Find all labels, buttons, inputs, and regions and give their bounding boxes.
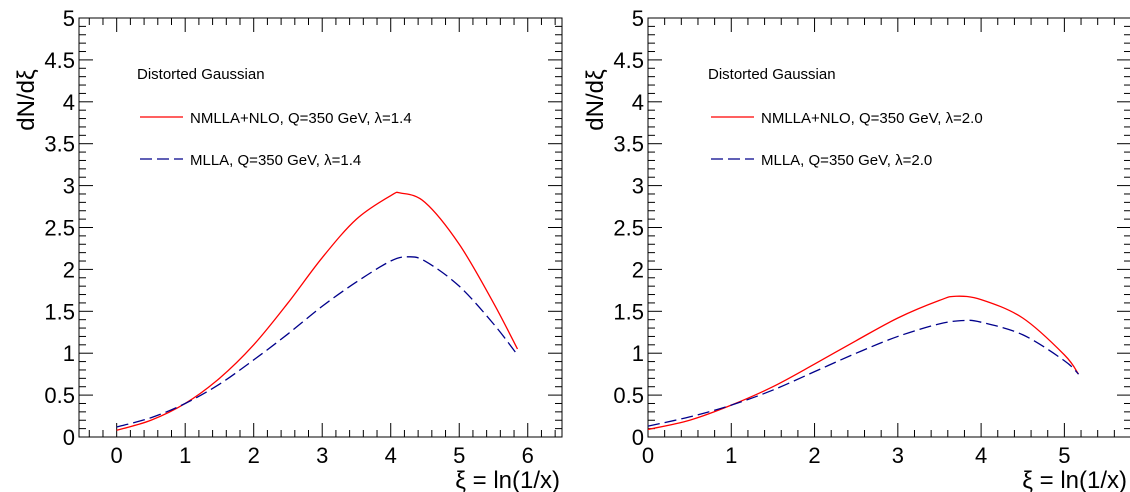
left-y-tick-label: 0.5 (44, 383, 75, 408)
left-x-tick-label: 0 (111, 443, 123, 468)
right-legend-header: Distorted Gaussian (708, 66, 836, 83)
right-y-tick-label: 0.5 (613, 383, 644, 408)
left-y-tick-label: 4 (63, 90, 75, 115)
left-y-axis-title: dN/dξ (13, 69, 40, 131)
right-y-tick-label: 0 (632, 425, 644, 450)
left-x-tick-label: 6 (522, 443, 534, 468)
right-x-tick-label: 2 (808, 443, 820, 468)
right-x-axis-title: ξ = ln(1/x) (1022, 467, 1127, 492)
left-x-axis-title: ξ = ln(1/x) (455, 467, 560, 492)
left-y-tick-label: 3.5 (44, 132, 75, 157)
left-y-tick-label: 1.5 (44, 299, 75, 324)
left-y-tick-label: 3 (63, 174, 75, 199)
right-y-tick-label: 2.5 (613, 216, 644, 241)
right-y-tick-label: 1.5 (613, 299, 644, 324)
right-legend-label-nmlla: NMLLA+NLO, Q=350 GeV, λ=2.0 (761, 110, 983, 127)
right-y-tick-label: 5 (632, 6, 644, 31)
left-x-tick-label: 2 (248, 443, 260, 468)
left-y-tick-label: 2.5 (44, 216, 75, 241)
right-x-tick-label: 5 (1058, 443, 1070, 468)
left-x-tick-label: 4 (385, 443, 397, 468)
right-y-tick-label: 3 (632, 174, 644, 199)
left-legend-label-nmlla: NMLLA+NLO, Q=350 GeV, λ=1.4 (190, 110, 412, 127)
left-y-tick-label: 5 (63, 6, 75, 31)
right-x-tick-label: 0 (642, 443, 654, 468)
left-legend-header: Distorted Gaussian (137, 66, 265, 83)
right-x-tick-label: 1 (725, 443, 737, 468)
right-x-tick-label: 4 (975, 443, 987, 468)
left-x-tick-label: 3 (316, 443, 328, 468)
right-legend-label-mlla: MLLA, Q=350 GeV, λ=2.0 (761, 152, 932, 169)
right-y-tick-label: 2 (632, 257, 644, 282)
right-y-tick-label: 4.5 (613, 48, 644, 73)
left-y-tick-label: 0 (63, 425, 75, 450)
right-series-line-mlla (647, 319, 1080, 427)
right-y-tick-label: 4 (632, 90, 644, 115)
left-x-tick-label: 1 (179, 443, 191, 468)
left-legend-label-mlla: MLLA, Q=350 GeV, λ=1.4 (190, 152, 361, 169)
right-y-tick-label: 1 (632, 341, 644, 366)
right-x-tick-label: 3 (892, 443, 904, 468)
left-y-tick-label: 1 (63, 341, 75, 366)
left-series-line-mlla (116, 256, 518, 428)
right-y-axis-title: dN/dξ (582, 69, 609, 131)
left-y-tick-label: 2 (63, 257, 75, 282)
left-x-tick-label: 5 (453, 443, 465, 468)
left-plot-panel: dN/dξ ξ = ln(1/x) Distorted Gaussian NML… (13, 17, 563, 492)
right-y-tick-label: 3.5 (613, 132, 644, 157)
left-y-tick-label: 4.5 (44, 48, 75, 73)
